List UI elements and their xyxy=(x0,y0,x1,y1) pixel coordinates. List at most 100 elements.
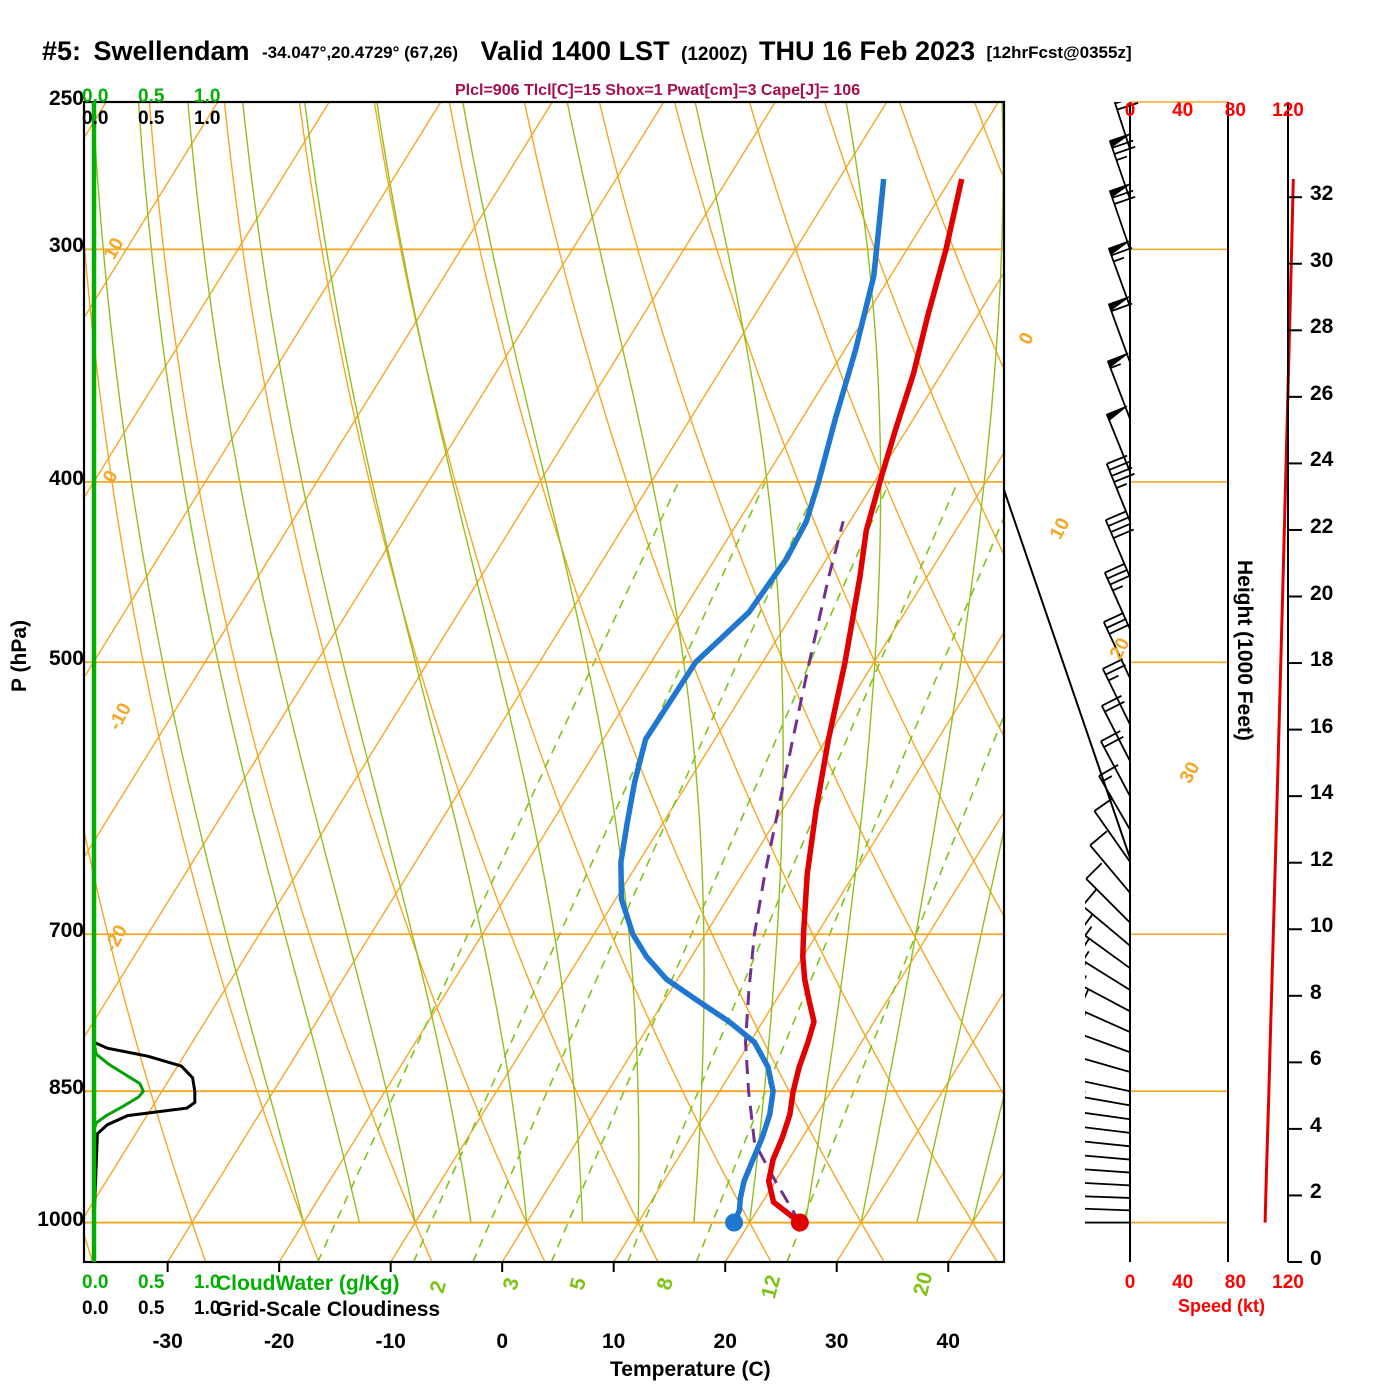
speed-bot-tick-0: 0 xyxy=(1124,1272,1136,1293)
station-name: Swellendam xyxy=(93,36,250,66)
wind-barb xyxy=(1085,1070,1131,1093)
pressure-tick-400: 400 xyxy=(48,466,84,490)
cloudiness-bot-tick-1: 0.5 xyxy=(138,1298,165,1319)
temperature-curve xyxy=(765,178,965,1225)
moist-adiabat-10 xyxy=(462,102,640,1223)
wind-barb xyxy=(1107,296,1133,363)
wind-barb xyxy=(1113,102,1139,150)
isotherm--60 xyxy=(84,102,553,859)
dry-adiabat-40 xyxy=(523,102,998,1262)
dry-adiabat--10 xyxy=(148,102,433,1262)
cloudwater-top-tick-0: 0.0 xyxy=(82,86,109,107)
height-tick-0: 0 xyxy=(1310,1247,1322,1270)
plot-frames xyxy=(82,100,1289,1264)
moist-adiabat-5 xyxy=(376,102,584,1223)
cloudiness-top-tick-0: 0.0 xyxy=(82,108,109,129)
temperature-tick--20: -20 xyxy=(263,1330,295,1353)
skewt-frame xyxy=(82,100,1006,1264)
cloudiness-top-tick-2: 1.0 xyxy=(194,108,221,129)
height-tick-12: 12 xyxy=(1310,847,1334,871)
wind-barb xyxy=(1085,988,1131,1033)
cloudwater-top-tick-1: 0.5 xyxy=(138,86,165,107)
pressure-tick-500: 500 xyxy=(48,647,84,671)
dry-adiabat-150 xyxy=(1350,102,1400,1262)
wind-barb xyxy=(1098,764,1131,831)
wind-barb xyxy=(1102,658,1131,725)
dry-adiabat--20 xyxy=(84,233,320,1262)
height-tick-32: 32 xyxy=(1310,182,1334,206)
speed-axis-label: Speed (kt) xyxy=(1178,1296,1266,1316)
moist-adiabat-20 xyxy=(694,102,784,1223)
wind-barb xyxy=(1108,183,1136,250)
wind-barb xyxy=(1101,695,1131,762)
isotherm-30 xyxy=(836,990,1004,1262)
wind-barb xyxy=(1085,1090,1131,1121)
sounding-curves xyxy=(618,178,965,1232)
wind-region-boundary xyxy=(1003,489,1131,1262)
isotherm--50 xyxy=(84,102,665,1039)
wind-barb xyxy=(1085,1096,1131,1107)
isotherm-20 xyxy=(724,810,1004,1262)
sounding-stats: Plcl=906 Tlcl[C]=15 Shox=1 Pwat[cm]=3 Ca… xyxy=(455,82,861,99)
wind-barb xyxy=(1104,510,1135,578)
height-tick-8: 8 xyxy=(1310,980,1322,1004)
moist-adiabat-25 xyxy=(804,102,882,1223)
height-curve xyxy=(1263,178,1295,1223)
station-id: #5: xyxy=(42,36,82,66)
isotherm-0 xyxy=(501,451,1004,1262)
height-tick-10: 10 xyxy=(1310,914,1334,938)
dry-adiabat-30 xyxy=(448,102,885,1262)
mixing-ratio-1 xyxy=(316,481,680,1262)
wind-barb-column xyxy=(1085,102,1139,1224)
dry-adiabat-70 xyxy=(748,102,1004,739)
isopleth-grid xyxy=(84,102,1400,1262)
mixing-ratio-3 xyxy=(472,481,820,1262)
isotherm--10 xyxy=(390,271,1004,1262)
wind-barb xyxy=(1103,562,1131,630)
isotherm--90 xyxy=(84,102,219,319)
wind-barb xyxy=(1085,913,1131,969)
station-coords: -34.047°,20.4729° (67,26) xyxy=(262,43,459,62)
dewpoint-curve xyxy=(618,178,887,1224)
wind-barb xyxy=(1085,1058,1131,1073)
dry-adiabat-20 xyxy=(373,102,772,1262)
dry-adiabat-50 xyxy=(598,102,1004,1096)
speed-bot-tick-40: 40 xyxy=(1172,1272,1194,1293)
wind-barb xyxy=(1085,862,1131,924)
moist-adiabat-40 xyxy=(972,1092,1004,1223)
pressure-tick-850: 850 xyxy=(48,1076,84,1100)
dry-adiabat-130 xyxy=(1200,102,1400,1262)
height-tick-4: 4 xyxy=(1310,1113,1322,1137)
wind-barb xyxy=(1108,133,1136,200)
speed-top-tick-0: 0 xyxy=(1124,100,1136,121)
wind-barb xyxy=(1085,1168,1131,1174)
wind-barb xyxy=(1085,1207,1131,1212)
cloudiness-curve xyxy=(92,1040,197,1223)
height-profile-curve xyxy=(1263,178,1295,1223)
dry-adiabat-90 xyxy=(898,102,1004,372)
wind-barb xyxy=(1102,611,1131,679)
axis-ticks xyxy=(166,196,1302,1272)
isotherm--70 xyxy=(84,102,442,679)
isobar-lines xyxy=(84,101,1228,1224)
cloudwater-bot-tick-0: 0.0 xyxy=(82,1272,109,1293)
temperature-tick-10: 10 xyxy=(602,1330,626,1353)
moist-adiabat-15 xyxy=(566,102,705,1223)
pressure-tick-300: 300 xyxy=(48,234,84,258)
temperature-tick-20: 20 xyxy=(713,1330,737,1353)
mixing-ratio-8 xyxy=(626,481,959,1262)
speed-top-tick-40: 40 xyxy=(1172,100,1194,121)
wind-barb xyxy=(1085,938,1131,991)
mixing-ratio-5 xyxy=(550,481,891,1262)
wind-barb xyxy=(1085,1126,1131,1134)
height-tick-26: 26 xyxy=(1310,381,1334,405)
temperature-marker xyxy=(790,1213,809,1232)
height-tick-22: 22 xyxy=(1310,514,1334,538)
parcel-curve xyxy=(743,520,845,1224)
isotherm--40 xyxy=(84,102,776,1219)
moist-adiabat--10 xyxy=(187,102,416,1223)
temperature-tick-0: 0 xyxy=(496,1330,509,1353)
page-title: #5: Swellendam -34.047°,20.4729° (67,26)… xyxy=(0,36,1400,70)
temperature-tick--10: -10 xyxy=(375,1330,406,1353)
